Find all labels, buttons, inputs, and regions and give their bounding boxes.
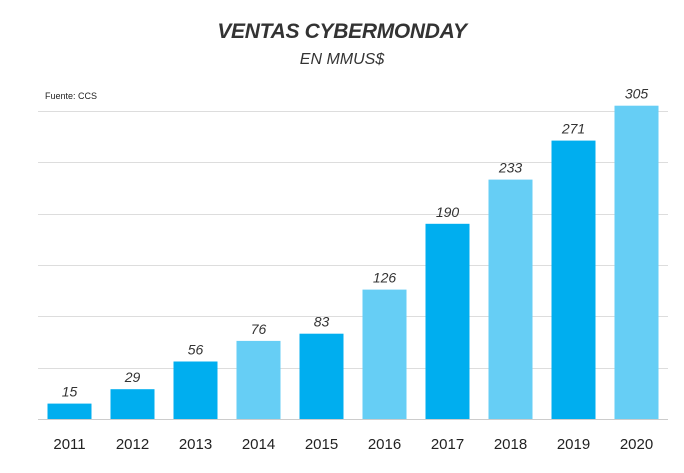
- bar-2020: [614, 105, 659, 419]
- value-label-2017: 190: [436, 204, 460, 220]
- x-tick-label-2014: 2014: [242, 436, 275, 453]
- x-tick-label-2017: 2017: [431, 436, 464, 453]
- x-tick-label-2015: 2015: [305, 436, 338, 453]
- bar-2013: [173, 361, 218, 419]
- value-label-2019: 271: [561, 121, 585, 137]
- bar-2012: [110, 389, 155, 419]
- chart-subtitle: EN MMUS$: [299, 51, 385, 68]
- value-label-2020: 305: [625, 86, 649, 102]
- chart-title: VENTAS CYBERMONDAY: [217, 20, 467, 43]
- x-tick-label-2020: 2020: [620, 436, 653, 453]
- value-label-2011: 15: [62, 384, 78, 400]
- x-tick-label-2018: 2018: [494, 436, 527, 453]
- x-tick-label-2016: 2016: [368, 436, 401, 453]
- bar-2017: [425, 223, 470, 419]
- source-note: Fuente: CCS: [45, 91, 98, 101]
- x-tick-label-2012: 2012: [116, 436, 149, 453]
- bar-2019: [551, 140, 596, 419]
- x-tick-label-2013: 2013: [179, 436, 212, 453]
- bar-2018: [488, 179, 533, 419]
- bar-2015: [299, 333, 344, 419]
- bar-2014: [236, 340, 281, 419]
- bar-2011: [47, 403, 92, 419]
- value-label-2013: 56: [188, 342, 204, 358]
- value-label-2016: 126: [373, 270, 397, 286]
- bar-2016: [362, 289, 407, 419]
- value-labels: 15 29 56 76 83 126 190 233 271 305: [62, 86, 649, 400]
- value-label-2012: 29: [124, 369, 141, 385]
- value-label-2018: 233: [498, 160, 523, 176]
- value-label-2015: 83: [314, 314, 330, 330]
- x-tick-label-2011: 2011: [53, 436, 85, 453]
- bars: [47, 105, 659, 419]
- value-label-2014: 76: [251, 321, 267, 337]
- x-tick-labels: 2011 2012 2013 2014 2015 2016 2017 2018 2019 2020: [53, 436, 653, 453]
- x-tick-label-2019: 2019: [557, 436, 590, 453]
